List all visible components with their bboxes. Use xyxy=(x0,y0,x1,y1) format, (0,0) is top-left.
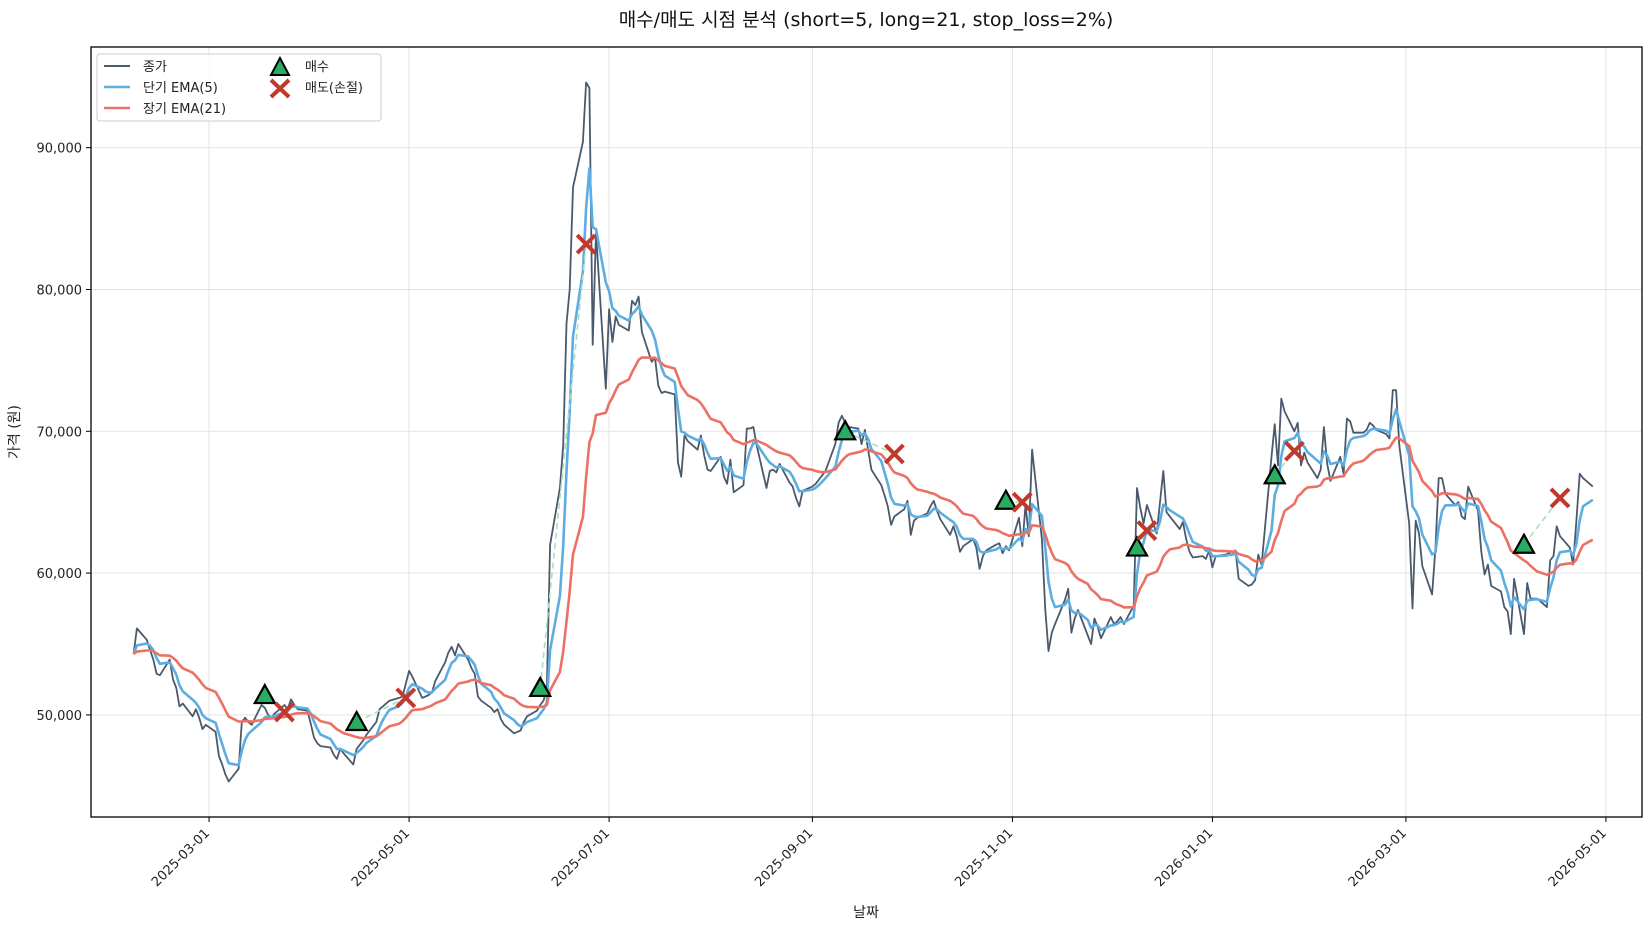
sell-marker xyxy=(883,443,905,465)
sell-marker xyxy=(1011,491,1033,513)
x-tick-label: 2025-03-01 xyxy=(149,826,213,890)
x-tick-label: 2026-05-01 xyxy=(1546,826,1610,890)
sell-marker-stroke xyxy=(274,701,295,723)
sell-marker xyxy=(1284,440,1305,462)
x-tick-label: 2026-01-01 xyxy=(1152,826,1216,890)
x-tick-label: 2026-03-01 xyxy=(1346,826,1410,890)
long-ema-line xyxy=(132,356,1594,740)
y-axis-label: 가격 (원) xyxy=(7,405,23,459)
y-tick-label: 50,000 xyxy=(37,709,83,724)
legend-label-sell: 매도(손절) xyxy=(305,81,363,96)
short-ema-line xyxy=(132,167,1594,767)
buy-marker xyxy=(1262,462,1287,485)
legend-label-close: 종가 xyxy=(143,60,167,75)
y-axis: 50,000 60,000 70,000 80,000 90,000 xyxy=(37,142,91,724)
legend-label-long-ema: 장기 EMA(21) xyxy=(143,102,226,117)
trade-links xyxy=(264,244,1561,723)
sell-marker xyxy=(575,233,597,255)
sell-marker-stroke xyxy=(395,687,417,709)
x-tick-label: 2025-09-01 xyxy=(752,826,816,890)
legend-label-short-ema: 단기 EMA(5) xyxy=(143,81,218,96)
buy-marker xyxy=(833,419,858,441)
sell-marker xyxy=(274,701,295,723)
buy-marker xyxy=(993,488,1018,510)
x-tick-label: 2025-05-01 xyxy=(349,826,413,890)
trade-link xyxy=(844,430,895,455)
buy-marker xyxy=(344,709,369,732)
x-tick-label: 2025-11-01 xyxy=(952,826,1016,890)
buy-marker xyxy=(252,682,277,705)
sell-marker xyxy=(1136,520,1158,541)
legend[interactable]: 종가 단기 EMA(5) 장기 EMA(21) 매수 매도(손절) xyxy=(96,53,382,122)
y-tick-label: 90,000 xyxy=(37,142,83,157)
y-tick-label: 70,000 xyxy=(37,425,83,440)
series-layer xyxy=(132,81,1594,783)
y-tick-label: 60,000 xyxy=(37,567,83,582)
x-axis: 2025-03-01 2025-05-01 2025-07-01 2025-09-01… xyxy=(149,817,1610,890)
legend-box xyxy=(96,53,382,122)
legend-sell-x-icon xyxy=(269,78,291,99)
sell-marker-stroke xyxy=(1136,520,1158,541)
sell-marker-stroke xyxy=(1549,487,1571,509)
buy-marker xyxy=(1512,532,1536,554)
grid xyxy=(91,47,1642,817)
buy-marker xyxy=(528,675,553,698)
trade-link xyxy=(539,244,587,689)
buy-marker xyxy=(1125,535,1149,557)
sell-marker-stroke xyxy=(1011,491,1033,513)
trade-link xyxy=(356,697,407,723)
sell-marker-stroke xyxy=(883,443,905,465)
x-tick-label: 2025-07-01 xyxy=(549,826,613,890)
y-tick-label: 80,000 xyxy=(37,283,83,298)
plot-frame xyxy=(90,46,1643,818)
sell-marker xyxy=(395,687,417,709)
x-axis-label: 날짜 xyxy=(853,905,879,921)
sell-marker-stroke xyxy=(1284,440,1305,462)
close-price-line xyxy=(132,81,1594,783)
sell-marker-stroke xyxy=(575,233,597,255)
chart-title: 매수/매도 시점 분석 (short=5, long=21, stop_loss… xyxy=(619,9,1114,31)
legend-buy-triangle-icon xyxy=(269,55,291,76)
sell-marker xyxy=(1549,487,1571,509)
signal-markers xyxy=(252,233,1571,732)
legend-label-buy: 매수 xyxy=(305,60,329,75)
